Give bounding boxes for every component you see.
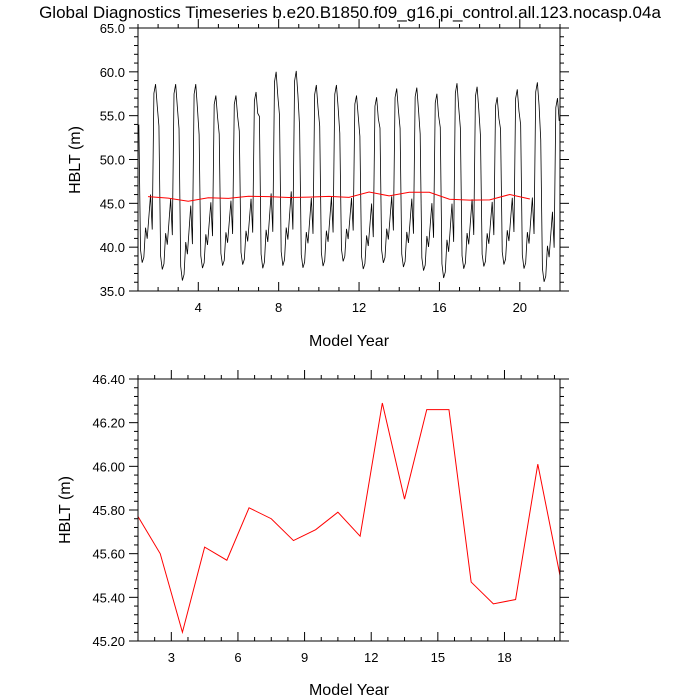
y-tick-label: 40.0 — [100, 240, 125, 255]
figure-title: Global Diagnostics Timeseries b.e20.B185… — [39, 3, 661, 22]
x-tick-label: 20 — [513, 300, 527, 315]
top-x-axis-label: Model Year — [309, 333, 390, 350]
y-tick-label: 35.0 — [100, 284, 125, 299]
y-tick-label: 45.80 — [92, 503, 125, 518]
bottom-y-axis-label: HBLT (m) — [57, 476, 74, 544]
bottom-annual-mean-series-line — [137, 402, 561, 635]
y-tick-label: 45.40 — [92, 590, 125, 605]
y-tick-label: 50.0 — [100, 153, 125, 168]
y-tick-label: 65.0 — [100, 21, 125, 36]
x-tick-label: 9 — [301, 650, 308, 665]
y-tick-label: 45.60 — [92, 547, 125, 562]
bottom-series-layer — [137, 402, 561, 635]
top-panel: 4 8 12 16 20 35.0 40.0 45.0 50.0 55.0 60.0 65.0 Mod… — [67, 19, 569, 350]
top-monthly-series-line — [138, 70, 560, 282]
y-tick-label: 45.0 — [100, 196, 125, 211]
x-tick-label: 8 — [275, 300, 282, 315]
y-tick-label: 45.20 — [92, 634, 125, 649]
top-plot-frame — [137, 27, 561, 292]
x-tick-label: 6 — [234, 650, 241, 665]
bottom-x-axis-label: Model Year — [309, 682, 390, 699]
top-ticks-layer: 4 8 12 16 20 35.0 40.0 45.0 50.0 55.0 60.0 65.0 — [100, 19, 569, 315]
y-tick-label: 46.40 — [92, 372, 125, 387]
top-annual-mean-series-line — [148, 191, 530, 202]
x-tick-label: 18 — [497, 650, 511, 665]
x-tick-label: 12 — [364, 650, 378, 665]
y-tick-label: 60.0 — [100, 65, 125, 80]
y-tick-label: 55.0 — [100, 109, 125, 124]
top-series-layer — [138, 70, 560, 282]
x-tick-label: 16 — [432, 300, 446, 315]
x-tick-label: 15 — [431, 650, 445, 665]
bottom-plot-frame — [137, 378, 561, 642]
x-tick-label: 3 — [168, 650, 175, 665]
bottom-panel: 3 6 9 12 15 18 45.20 45.40 45.60 45.80 46.00 46.20 4… — [57, 370, 569, 699]
x-tick-label: 12 — [352, 300, 366, 315]
bottom-ticks-layer: 3 6 9 12 15 18 45.20 45.40 45.60 45.80 46.00 46.20 4… — [92, 370, 569, 665]
y-tick-label: 46.20 — [92, 416, 125, 431]
x-tick-label: 4 — [195, 300, 202, 315]
y-tick-label: 46.00 — [92, 459, 125, 474]
top-y-axis-label: HBLT (m) — [67, 126, 84, 194]
